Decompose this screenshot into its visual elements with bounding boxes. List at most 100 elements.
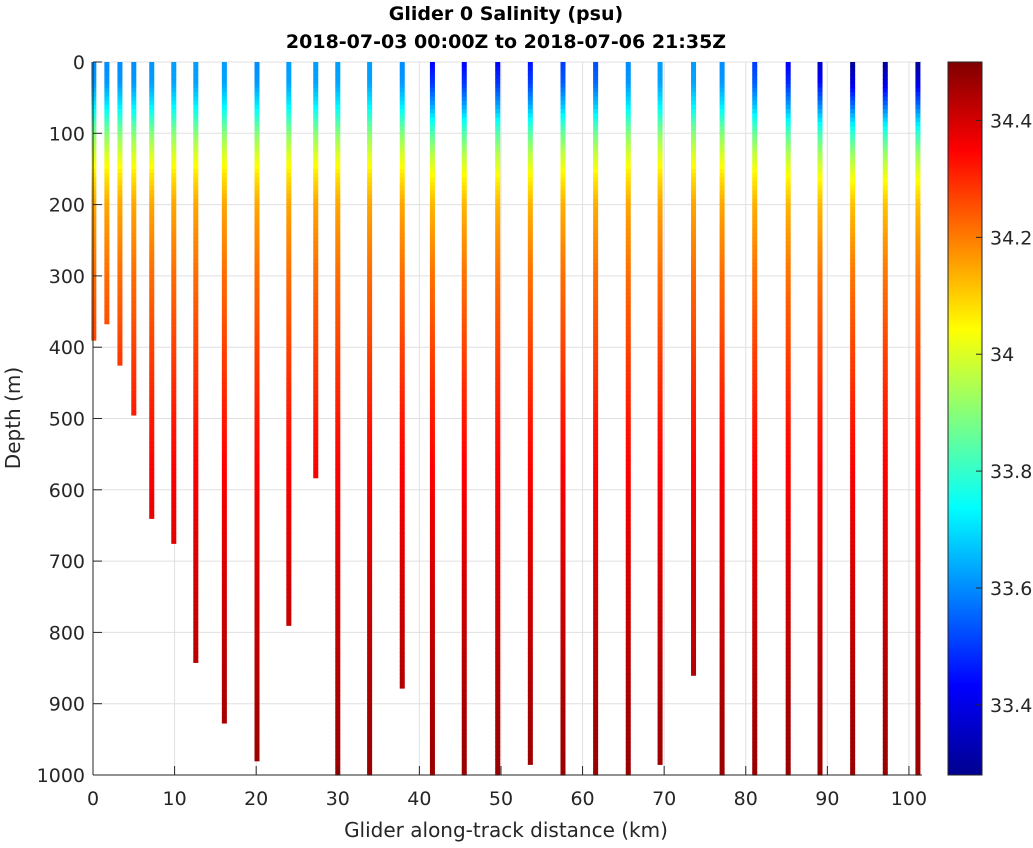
profile-segment (149, 121, 155, 127)
profile-segment (527, 652, 533, 658)
profile-segment (785, 91, 791, 97)
profile-segment (817, 314, 823, 320)
profile-segment (593, 447, 599, 452)
profile-segment (399, 686, 405, 689)
profile-segment (850, 348, 856, 354)
profile-segment (367, 725, 373, 730)
profile-segment (882, 284, 888, 290)
profile-segment (785, 622, 791, 628)
profile-segment (399, 622, 405, 628)
profile-segment (752, 62, 758, 67)
profile-segment (286, 472, 292, 478)
profile-segment (286, 109, 292, 114)
profile-segment (286, 553, 292, 559)
profile-segment (527, 293, 533, 298)
profile-segment (399, 79, 405, 84)
profile-segment (593, 318, 599, 324)
profile-segment (221, 588, 227, 594)
profile-segment (117, 126, 123, 132)
profile-segment (752, 352, 758, 358)
profile-segment (399, 408, 405, 414)
profile-22 (657, 62, 663, 765)
profile-segment (560, 528, 566, 534)
profile-segment (254, 198, 260, 204)
profile-segment (625, 344, 631, 350)
profile-segment (850, 558, 856, 564)
profile-segment (367, 412, 373, 418)
profile-segment (104, 271, 110, 277)
profile-segment (657, 173, 663, 179)
profile-segment (691, 588, 697, 594)
profile-segment (429, 545, 435, 551)
profile-segment (560, 134, 566, 140)
profile-segment (850, 639, 856, 645)
profile-segment (335, 378, 341, 384)
profile-segment (915, 104, 921, 110)
profile-segment (560, 245, 566, 251)
profile-segment (625, 558, 631, 564)
profile-segment (254, 399, 260, 405)
profile-segment (367, 511, 373, 517)
profile-segment (131, 280, 137, 286)
profile-segment (560, 228, 566, 234)
profile-segment (254, 524, 260, 529)
profile-segment (593, 357, 599, 363)
profile-segment (149, 288, 155, 294)
profile-segment (691, 489, 697, 495)
profile-segment (193, 429, 199, 435)
profile-segment (527, 451, 533, 457)
profile-segment (625, 686, 631, 692)
profile-segment (691, 438, 697, 444)
profile-segment (560, 271, 566, 277)
profile-segment (495, 618, 501, 624)
profile-24 (719, 62, 725, 776)
profile-segment (691, 322, 697, 328)
profile-segment (149, 267, 155, 273)
profile-segment (495, 365, 501, 371)
profile-segment (171, 220, 177, 226)
profile-segment (719, 455, 725, 461)
profile-segment (461, 575, 467, 581)
profile-segment (593, 725, 599, 730)
profile-segment (429, 387, 435, 393)
profile-segment (399, 511, 405, 517)
profile-segment (560, 485, 566, 491)
profile-segment (882, 643, 888, 649)
profile-segment (691, 476, 697, 482)
profile-segment (691, 605, 697, 611)
profile-segment (657, 571, 663, 576)
profile-segment (915, 498, 921, 504)
profile-segment (429, 258, 435, 264)
profile-segment (719, 267, 725, 273)
profile-segment (495, 322, 501, 328)
profile-segment (593, 656, 599, 662)
profile-segment (882, 699, 888, 705)
profile-segment (752, 331, 758, 337)
profile-segment (593, 750, 599, 756)
y-tick-label: 400 (49, 337, 85, 359)
profile-segment (193, 121, 199, 127)
profile-segment (495, 194, 501, 200)
profile-segment (850, 755, 856, 760)
profile-segment (367, 618, 373, 624)
profile-segment (399, 391, 405, 397)
profile-12 (335, 62, 341, 776)
profile-segment (335, 656, 341, 662)
profile-segment (817, 113, 823, 119)
profile-segment (429, 130, 435, 136)
profile-segment (149, 233, 155, 238)
profile-segment (752, 79, 758, 84)
profile-segment (313, 198, 319, 204)
profile-segment (593, 241, 599, 247)
profile-segment (171, 237, 177, 243)
profile-segment (560, 737, 566, 743)
profile-segment (495, 263, 501, 268)
profile-segment (657, 438, 663, 444)
profile-segment (752, 639, 758, 645)
profile-segment (625, 605, 631, 611)
profile-segment (625, 716, 631, 722)
profile-segment (495, 472, 501, 478)
profile-segment (625, 314, 631, 320)
profile-segment (399, 575, 405, 581)
profile-segment (313, 412, 319, 418)
